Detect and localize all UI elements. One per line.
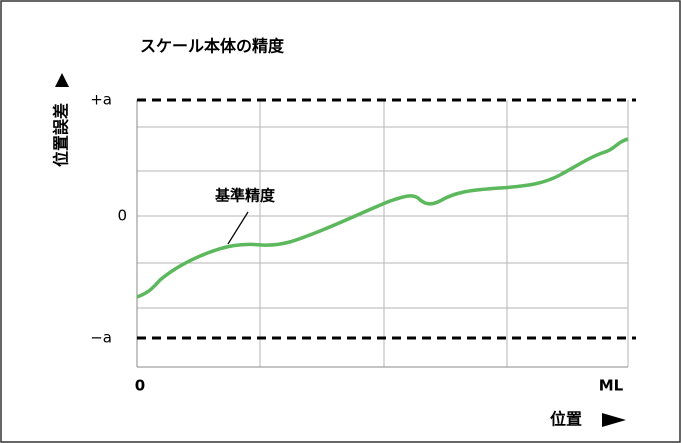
x-end-label: ML [599, 377, 624, 395]
x-start-label: 0 [135, 377, 145, 395]
grid [136, 100, 629, 368]
x-axis-label: 位置 [550, 410, 582, 429]
title: スケール本体の精度 [140, 37, 285, 56]
arrow [55, 73, 69, 87]
leader-line [227, 211, 249, 245]
y-axis-title: 位置誤差 [52, 73, 71, 167]
arrow [602, 413, 626, 427]
y-axis-label: 位置誤差 [52, 103, 71, 167]
y-tick-label: +a [90, 91, 112, 109]
annotation: 基準精度 [214, 187, 276, 205]
y-tick-label: −a [90, 329, 112, 347]
y-tick-label: 0 [117, 207, 127, 225]
accuracy-curve [136, 137, 629, 299]
